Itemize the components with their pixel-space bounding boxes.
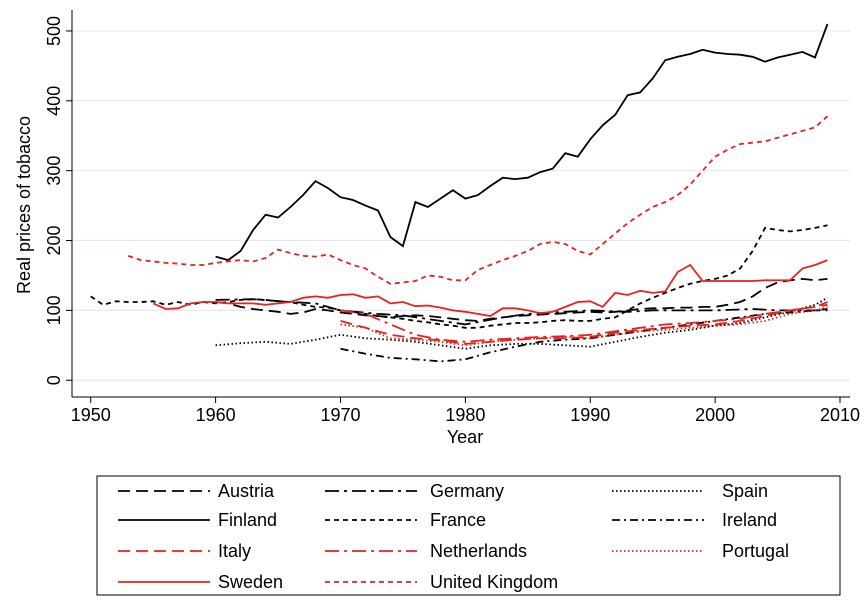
x-tick-label: 2000 [695, 405, 735, 425]
series-line [340, 301, 828, 343]
legend-label: Germany [430, 481, 504, 501]
y-tick-label: 100 [44, 295, 64, 325]
legend-label: Italy [218, 541, 251, 561]
legend-label: France [430, 510, 486, 530]
legend-label: Netherlands [430, 541, 527, 561]
x-tick-label: 1960 [196, 405, 236, 425]
series-line [127, 115, 829, 285]
y-tick-label: 500 [44, 16, 64, 46]
y-tick-label: 200 [44, 226, 64, 256]
series-line [340, 306, 828, 347]
series-line [340, 303, 828, 345]
legend-label: Sweden [218, 572, 283, 592]
legend-box [96, 475, 841, 596]
y-tick-label: 300 [44, 156, 64, 186]
x-tick-label: 1990 [570, 405, 610, 425]
x-tick-label: 1970 [320, 405, 360, 425]
y-tick-label: 0 [44, 375, 64, 385]
y-axis-label: Real prices of tobacco [14, 116, 34, 294]
legend-label: Spain [722, 481, 768, 501]
x-tick-label: 1950 [71, 405, 111, 425]
series-line [215, 297, 828, 350]
legend-label: Ireland [722, 510, 777, 530]
series-line [215, 23, 829, 262]
y-tick-label: 400 [44, 86, 64, 116]
legend-label: Finland [218, 510, 277, 530]
x-tick-label: 1980 [445, 405, 485, 425]
legend-label: Portugal [722, 541, 789, 561]
series-line [152, 259, 828, 317]
legend-label: Austria [218, 481, 275, 501]
x-tick-label: 2010 [820, 405, 860, 425]
legend-label: United Kingdom [430, 572, 558, 592]
x-axis-label: Year [447, 427, 483, 447]
series-line [90, 224, 828, 329]
series-line [215, 298, 828, 326]
